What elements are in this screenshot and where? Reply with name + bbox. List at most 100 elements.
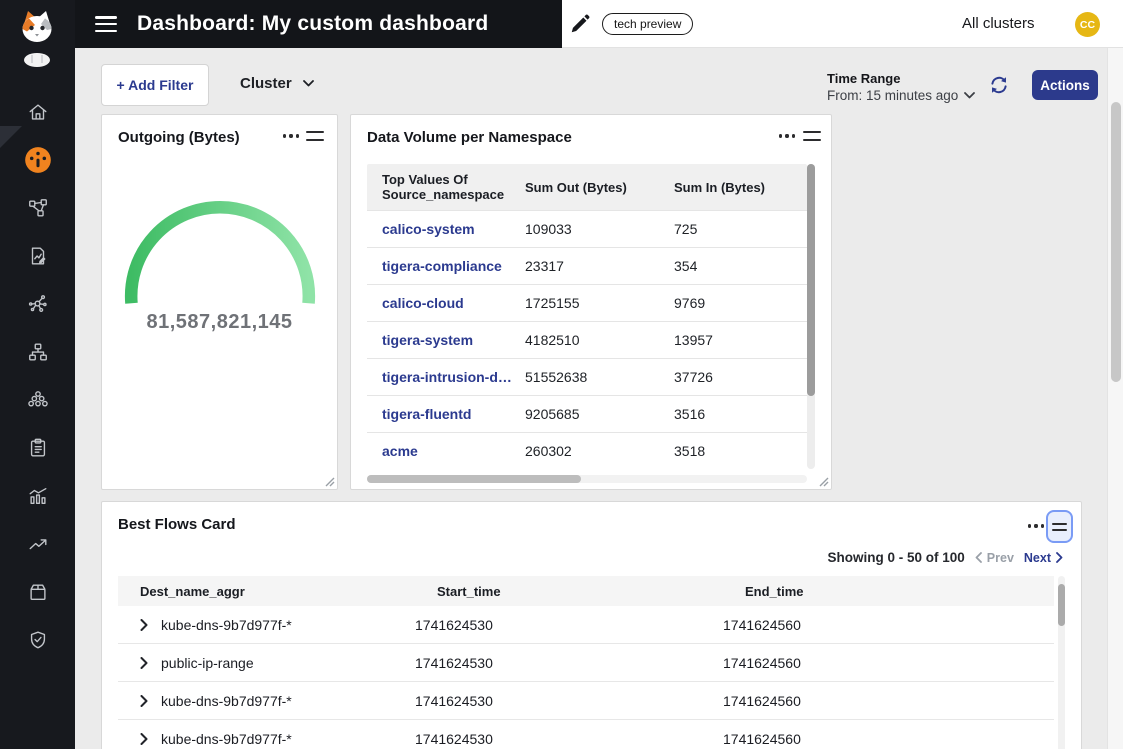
table-row: tigera-compliance 23317 354	[367, 247, 807, 284]
table-row[interactable]: public-ip-range 1741624530 1741624560	[118, 644, 1054, 682]
end-time-value: 1741624560	[723, 730, 801, 747]
sidebar-item-compliance[interactable]	[0, 424, 75, 472]
sidebar-item-home[interactable]	[0, 88, 75, 136]
sidebar-item-connections[interactable]	[0, 280, 75, 328]
sum-in-value: 354	[674, 258, 698, 274]
table-row[interactable]: kube-dns-9b7d977f-* 1741624530 174162456…	[118, 720, 1054, 749]
card-resize-grip[interactable]	[324, 476, 335, 487]
column-header-start-time: Start_time	[437, 583, 501, 599]
card-drag-handle-icon-focused[interactable]	[1046, 510, 1073, 543]
column-header-dest-name: Dest_name_aggr	[140, 583, 245, 599]
best-flows-table: Dest_name_aggr Start_time End_time kube-…	[118, 576, 1054, 749]
card-drag-handle-icon[interactable]	[803, 131, 821, 141]
sum-in-value: 13957	[674, 332, 713, 348]
sum-in-value: 9769	[674, 295, 706, 311]
edit-dashboard-button[interactable]	[569, 13, 591, 35]
dest-name: kube-dns-9b7d977f-*	[161, 730, 292, 747]
namespace-link[interactable]: tigera-compliance	[382, 258, 502, 274]
time-range-selector[interactable]: From: 15 minutes ago	[827, 88, 976, 103]
namespace-link[interactable]: tigera-intrusion-d…	[382, 369, 512, 385]
page-scrollbar-thumb[interactable]	[1111, 102, 1121, 382]
end-time-value: 1741624560	[723, 616, 801, 633]
namespace-link[interactable]: calico-cloud	[382, 295, 464, 311]
trends-arrow-icon	[29, 539, 46, 550]
sidebar-item-dashboards[interactable]	[0, 136, 75, 184]
outgoing-bytes-card: Outgoing (Bytes) 81,587,821,145	[101, 114, 338, 490]
table-header-row: Dest_name_aggr Start_time End_time	[118, 576, 1054, 606]
table-horizontal-scrollbar[interactable]	[367, 475, 807, 483]
namespace-link[interactable]: tigera-system	[382, 332, 474, 348]
gauge-chart	[112, 199, 328, 311]
actions-button[interactable]: Actions	[1032, 70, 1098, 100]
calico-cat-logo[interactable]	[14, 8, 60, 68]
cluster-filter-dropdown[interactable]: Cluster	[240, 75, 314, 92]
workloads-box-icon	[29, 584, 46, 601]
sidebar-item-workloads[interactable]	[0, 568, 75, 616]
table-vertical-scrollbar[interactable]	[1058, 576, 1065, 749]
table-row[interactable]: kube-dns-9b7d977f-* 1741624530 174162456…	[118, 682, 1054, 720]
table-row[interactable]: kube-dns-9b7d977f-* 1741624530 174162456…	[118, 606, 1054, 644]
expand-row-chevron-icon[interactable]	[140, 656, 148, 669]
pagination-status: Showing 0 - 50 of 100	[827, 550, 965, 565]
sum-in-value: 3516	[674, 406, 706, 422]
card-title: Outgoing (Bytes)	[118, 129, 240, 146]
namespace-link[interactable]: tigera-fluentd	[382, 406, 472, 422]
sum-out-value: 109033	[525, 221, 572, 237]
compliance-clipboard-icon	[30, 438, 45, 457]
home-icon	[29, 104, 46, 120]
page-scrollbar[interactable]	[1107, 48, 1123, 749]
table-row: calico-system 109033 725	[367, 210, 807, 247]
sidebar-item-clusters[interactable]	[0, 376, 75, 424]
column-header-source-namespace: Top Values Of Source_namespace	[382, 172, 505, 202]
namespace-link[interactable]: acme	[382, 443, 418, 459]
dest-name: kube-dns-9b7d977f-*	[161, 616, 292, 633]
sidebar-item-policies[interactable]	[0, 232, 75, 280]
sum-out-value: 4182510	[525, 332, 580, 348]
refresh-button[interactable]	[988, 74, 1010, 96]
card-title: Data Volume per Namespace	[367, 129, 572, 146]
chevron-down-icon	[302, 80, 314, 87]
card-menu-ellipsis-icon[interactable]	[779, 133, 795, 139]
start-time-value: 1741624530	[415, 616, 493, 633]
add-filter-button[interactable]: + Add Filter	[101, 64, 209, 106]
sum-in-value: 37726	[674, 369, 713, 385]
expand-row-chevron-icon[interactable]	[140, 618, 148, 631]
statistics-chart-icon	[29, 487, 46, 505]
sidebar-item-statistics[interactable]	[0, 472, 75, 520]
next-page-button[interactable]: Next	[1024, 551, 1063, 565]
card-menu-ellipsis-icon[interactable]	[283, 133, 299, 139]
sidebar-item-topology[interactable]	[0, 328, 75, 376]
clusters-bubbles-icon	[27, 391, 48, 407]
table-row: acme 260302 3518	[367, 432, 807, 469]
card-menu-ellipsis-icon[interactable]	[1028, 523, 1044, 529]
expand-row-chevron-icon[interactable]	[140, 732, 148, 745]
card-drag-handle-icon[interactable]	[306, 131, 324, 141]
card-title: Best Flows Card	[118, 516, 236, 533]
expand-row-chevron-icon[interactable]	[140, 694, 148, 707]
table-vertical-scrollbar[interactable]	[807, 164, 815, 469]
prev-page-button[interactable]: Prev	[975, 551, 1014, 565]
column-header-sum-out: Sum Out (Bytes)	[525, 179, 627, 195]
end-time-value: 1741624560	[723, 654, 801, 671]
table-row: tigera-fluentd 9205685 3516	[367, 395, 807, 432]
data-volume-card: Data Volume per Namespace Top Values Of …	[350, 114, 832, 490]
card-resize-grip[interactable]	[818, 476, 829, 487]
gauge-value: 81,587,821,145	[146, 311, 293, 333]
start-time-value: 1741624530	[415, 654, 493, 671]
namespace-link[interactable]: calico-system	[382, 221, 475, 237]
sum-in-value: 3518	[674, 443, 706, 459]
pagination: Showing 0 - 50 of 100 Prev Next	[828, 550, 1063, 565]
topbar: Dashboard: My custom dashboard tech prev…	[75, 0, 1123, 48]
table-row: tigera-intrusion-d… 51552638 37726	[367, 358, 807, 395]
user-avatar[interactable]: CC	[1075, 12, 1100, 37]
network-topology-icon	[28, 343, 47, 361]
table-header-row: Top Values Of Source_namespace Sum Out (…	[367, 164, 807, 210]
sidebar-fold-decoration	[0, 126, 22, 148]
title-band: Dashboard: My custom dashboard	[75, 0, 562, 48]
sidebar-item-security[interactable]	[0, 616, 75, 664]
cluster-scope-selector[interactable]: All clusters	[962, 15, 1035, 32]
chevron-down-icon	[964, 92, 976, 99]
sidebar-item-service-graph[interactable]	[0, 184, 75, 232]
menu-hamburger-icon[interactable]	[95, 16, 117, 32]
sidebar-item-trends[interactable]	[0, 520, 75, 568]
